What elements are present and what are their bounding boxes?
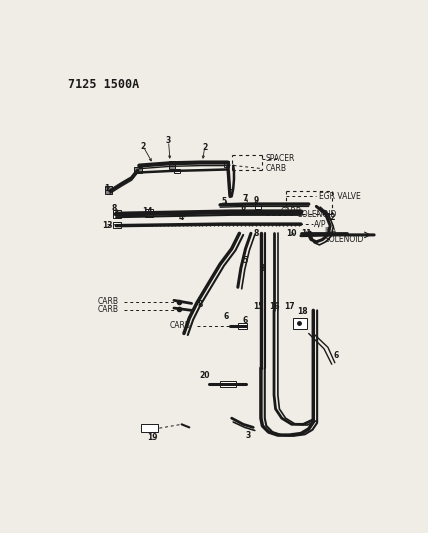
Text: 7125 1500A: 7125 1500A bbox=[68, 78, 140, 91]
Bar bbox=[174, 168, 180, 173]
Bar bbox=[134, 167, 142, 173]
Text: SOLENOID: SOLENOID bbox=[324, 235, 363, 244]
Text: A/P: A/P bbox=[314, 220, 327, 229]
Text: SOLENOID: SOLENOID bbox=[297, 211, 336, 220]
Text: 19: 19 bbox=[147, 433, 158, 442]
Text: 8: 8 bbox=[197, 301, 202, 310]
Text: 9: 9 bbox=[254, 196, 259, 205]
Text: 4: 4 bbox=[179, 213, 184, 222]
Bar bbox=[113, 222, 121, 228]
Text: 13: 13 bbox=[102, 221, 112, 230]
Text: 3: 3 bbox=[166, 136, 171, 146]
Text: 8: 8 bbox=[112, 204, 117, 213]
Text: 6: 6 bbox=[333, 351, 339, 360]
Bar bbox=[224, 161, 229, 167]
Bar bbox=[293, 318, 307, 329]
Text: 6: 6 bbox=[224, 312, 229, 321]
Bar bbox=[146, 209, 153, 217]
Text: CARB: CARB bbox=[98, 305, 119, 314]
Text: SPACER: SPACER bbox=[265, 154, 295, 163]
Text: 5: 5 bbox=[221, 197, 226, 206]
Text: 11: 11 bbox=[301, 229, 312, 238]
Text: 5: 5 bbox=[242, 256, 247, 265]
Text: 3: 3 bbox=[246, 431, 251, 440]
Bar bbox=[169, 161, 175, 168]
Text: CARB: CARB bbox=[98, 297, 119, 306]
Text: 2: 2 bbox=[140, 142, 146, 151]
Bar bbox=[255, 203, 261, 209]
Text: 6: 6 bbox=[228, 189, 233, 198]
Bar bbox=[238, 324, 247, 329]
Text: EGR VALVE: EGR VALVE bbox=[319, 192, 361, 201]
Bar bbox=[104, 187, 112, 194]
Text: 6: 6 bbox=[243, 316, 248, 325]
Text: 12: 12 bbox=[325, 213, 336, 222]
Text: 16: 16 bbox=[269, 302, 280, 311]
Bar bbox=[113, 210, 121, 218]
Text: CARB: CARB bbox=[170, 321, 191, 330]
Text: 20: 20 bbox=[199, 372, 210, 381]
Text: 14: 14 bbox=[142, 207, 152, 216]
Bar bbox=[141, 424, 158, 432]
Text: 8: 8 bbox=[241, 206, 246, 215]
Text: CARB: CARB bbox=[280, 206, 301, 215]
Text: 15: 15 bbox=[253, 302, 264, 311]
Text: 17: 17 bbox=[284, 302, 294, 311]
Text: 8: 8 bbox=[254, 229, 259, 238]
Text: CARB: CARB bbox=[265, 164, 287, 173]
Text: 18: 18 bbox=[297, 308, 308, 317]
Bar bbox=[220, 381, 235, 386]
Text: 7: 7 bbox=[243, 194, 248, 203]
Text: 1: 1 bbox=[104, 184, 110, 193]
Text: 10: 10 bbox=[286, 229, 297, 238]
Text: ISA: ISA bbox=[324, 227, 336, 236]
Text: 8: 8 bbox=[260, 263, 265, 272]
Text: 2: 2 bbox=[202, 143, 207, 151]
